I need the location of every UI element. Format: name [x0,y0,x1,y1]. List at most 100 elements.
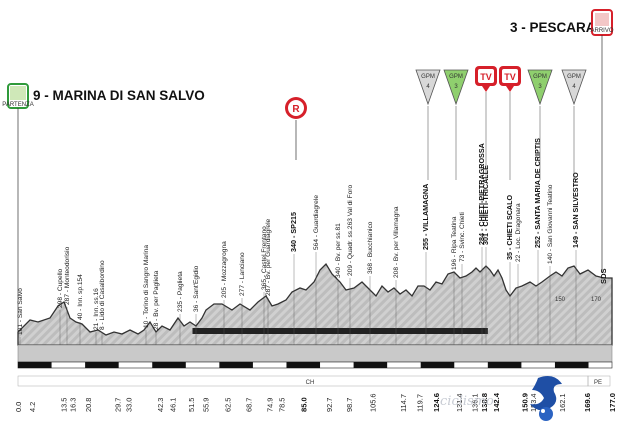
km-label: 74.9 [265,398,274,412]
r-marker: R [285,97,307,160]
watermark-logo [530,376,562,411]
km-label: 150.9 [520,393,529,412]
km-labels: 0.0 4.2 13.5 16.3 20.8 29.7 33.0 42.3 46.1 51.5 55… [14,392,617,412]
km-label: 78.5 [277,398,286,412]
location-label: 340 - Bv. per ss.81 [335,223,342,278]
location-label: 10 - Torino di Sangro Marina [143,245,150,328]
gpm-label: GPM [567,74,581,80]
distance-segment [420,362,455,368]
location-label: 149 - SAN SILVESTRO [571,172,580,248]
gpm-category: 4 [426,84,430,90]
gpm-icon [415,69,441,106]
gpm-label: GPM [449,74,463,80]
location-label: 196 - Ripa Teatina [451,216,458,270]
location-label: 298 - Cupello [57,268,64,308]
km-label: 4.2 [28,402,37,412]
location-label: 277 - Lanciano [239,252,246,296]
km-label: 55.9 [202,398,211,412]
km-label: 85.0 [299,397,308,412]
location-label: 564 - Guardiagrele [313,195,320,250]
location-label: 208 - Bv. per Villamagna [393,206,400,278]
location-label: 209 - Quadr. ss.263 Val di Foro [347,185,354,276]
location-label: 301 - CHIETI-TRICALLE [481,165,490,245]
location-labels: 101 - San Salvo 298 - Cupello 287 - Monteo… [17,138,580,335]
province-label-pe: PE [594,380,602,386]
km-label: 92.7 [325,398,334,412]
location-label: 368 - Bucchianico [367,221,374,274]
highlight-band [192,328,488,334]
finish-header: 3 - PESCARA ARRIVO [510,9,614,272]
location-label: 101 - San Salvo [17,288,24,335]
km-label: 20.8 [84,398,93,412]
scale-mark-150: 150 [555,297,566,303]
finish-title: 3 - PESCARA [510,20,596,35]
location-label: 73 - Svinc. Chieti [459,212,466,262]
gpm-markers: GPM 4 GPM 3 GPM 3 GPM 4 [415,69,587,180]
km-label: 13.5 [59,398,68,412]
km-label: 142.4 [492,392,501,412]
location-label: 340 - SP215 [289,212,298,252]
km-label: 153.4 [529,394,538,413]
km-label: 114.7 [399,394,408,412]
distance-segment [152,362,186,368]
watermark: ciclismo [440,376,562,421]
distance-segment [18,362,52,368]
province-label-ch: CH [306,380,315,386]
location-label: 255 - VILLAMAGNA [421,184,430,250]
province-labels: CH PE [17,375,611,387]
start-header: PARTENZA 9 - MARINA DI SAN SALVO [2,83,205,345]
distance-segment [85,362,119,368]
location-label: 205 - Mozzagrogna [221,241,228,298]
distance-segment [353,362,388,368]
km-label: 131.4 [455,394,464,413]
km-label: 124.6 [432,393,441,412]
location-label: 140 - San Giovanni Teatino [547,184,554,264]
distance-segment [554,362,589,368]
km-label: 119.7 [416,394,425,412]
gpm-category: 3 [538,84,542,90]
location-label: 21 - Inn. ss.16 [93,288,100,330]
location-label: 287 - Monteodorisio [64,246,71,305]
distance-segment [286,362,321,368]
profile-base-strip [17,344,613,363]
watermark-text: ciclismo [440,394,494,409]
km-label: 162.1 [558,394,567,413]
tv-label: TV [480,72,492,82]
scale-end-label: SDS [599,268,608,284]
location-label: 22 - Loc. Dragonara [515,203,522,262]
km-label: 138.8 [480,393,489,412]
location-label: 8 - Lido di Casalbordino [99,260,106,330]
tv-markers: TV TV [475,66,521,180]
km-label: 68.7 [245,398,254,412]
gpm-category: 4 [572,84,576,90]
km-label: 33.0 [125,398,134,412]
location-label: 28 - Bv. per Paglieta [153,270,160,330]
location-label: 284 - CHIETI-PIETRAGROSSA [477,143,486,245]
distance-segment [219,362,253,368]
km-label: 51.5 [187,398,196,412]
distance-segment [487,362,522,368]
right-scale: 170 150 SDS [555,268,608,303]
location-leaders [19,247,577,345]
location-label: 235 - Paglieta [177,271,184,312]
gpm-label: GPM [533,74,547,80]
start-title: 9 - MARINA DI SAN SALVO [33,88,205,103]
gpm-icon [561,69,587,106]
tv-label: TV [504,72,516,82]
km-label: 136.1 [471,394,480,413]
finish-flag-text: ARRIVO [590,28,613,34]
gpm-icon [443,69,469,106]
r-marker-text: R [292,104,300,115]
km-label: 0.0 [14,402,23,412]
gpm-label: GPM [421,74,435,80]
location-label: 40 - Inn. sp.154 [77,274,84,320]
location-label: 36 - Sant'Egidio [193,265,200,312]
location-label: 252 - SANTA MARIA DE CRIPTIS [533,138,542,248]
gpm-icon [527,69,553,106]
location-label: 35 - CHIETI SCALO [505,194,514,260]
location-label: 287 - Bv. per Guardiagrele [265,218,272,296]
km-label: 46.1 [169,398,178,412]
km-label: 105.6 [368,394,377,413]
scale-mark-170: 170 [591,297,602,303]
